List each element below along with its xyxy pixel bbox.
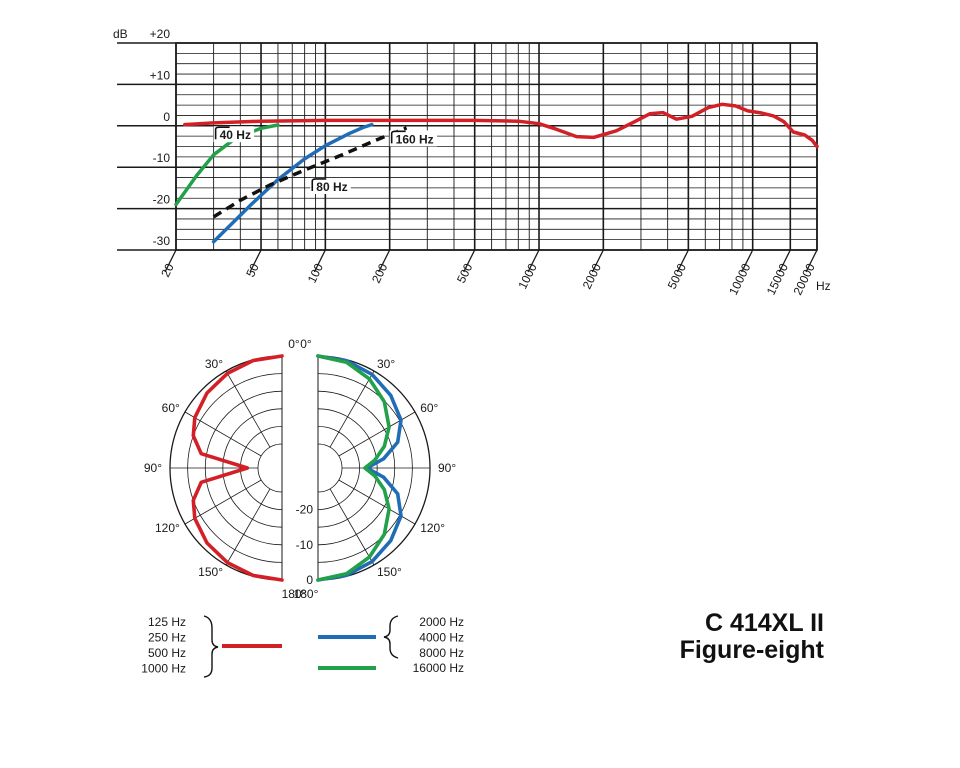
angle-label: 180°	[294, 587, 319, 601]
x-tick-label: 1000	[515, 261, 539, 291]
x-tick-label: 20000	[790, 261, 817, 297]
annotation-marker	[390, 130, 406, 144]
black-response-line	[212, 126, 408, 219]
legend-brace	[203, 615, 219, 678]
x-tick-mark	[463, 249, 476, 273]
frequency-response-chart: +20 +10 0 -10 -20 -30 dB 20 50 100 200 500 1000 2000 5…	[113, 27, 831, 297]
annotation-label: 40 Hz	[220, 128, 251, 142]
radial-label: 0	[306, 573, 313, 587]
x-tick-mark	[676, 249, 689, 273]
legend-label: 500 Hz	[148, 646, 186, 660]
blue-response-line	[211, 122, 374, 244]
legend-brace	[383, 615, 399, 659]
legend-label: 4000 Hz	[419, 631, 464, 645]
x-axis-label: Hz	[816, 279, 831, 293]
y-tick-label: +20	[150, 27, 171, 41]
polar-spoke	[329, 370, 375, 448]
angle-label: 120°	[420, 521, 445, 535]
y-tick-label: -30	[153, 234, 171, 248]
x-tick-mark	[313, 249, 326, 273]
angle-label: 150°	[198, 565, 223, 579]
angle-label: 180°	[282, 587, 307, 601]
y-tick-label: -20	[153, 193, 171, 207]
polar-spoke	[225, 488, 271, 566]
y-tick-label: 0	[163, 110, 170, 124]
x-tick-mark	[378, 249, 391, 273]
x-tick-mark	[591, 249, 604, 273]
angle-label: 30°	[377, 357, 395, 371]
annotation-bg	[389, 130, 438, 147]
angle-label: 60°	[420, 401, 438, 415]
angle-label: 0°	[288, 337, 300, 351]
polar-spoke	[184, 411, 262, 457]
legend-label: 8000 Hz	[419, 646, 464, 660]
annotation-bg	[310, 177, 351, 194]
polar-spoke	[184, 479, 262, 525]
x-tick-mark	[164, 249, 177, 273]
annotation-label: 80 Hz	[316, 180, 347, 194]
red-response-line	[183, 102, 819, 149]
x-tick-label: 20	[158, 261, 177, 279]
y-tick-label: +10	[150, 68, 171, 82]
legend-label: 250 Hz	[148, 631, 186, 645]
polar-spoke	[225, 370, 271, 448]
x-tick-label: 5000	[665, 261, 689, 291]
red-polar-curve	[191, 354, 284, 582]
annotation-label: 160 Hz	[396, 132, 434, 146]
annotation-marker	[311, 178, 327, 191]
x-tick-label: 2000	[580, 261, 604, 291]
radial-label: -20	[296, 503, 314, 517]
polar-spoke	[329, 488, 375, 566]
x-tick-label: 200	[369, 261, 391, 285]
y-axis-label: dB	[113, 27, 128, 41]
x-tick-mark	[778, 249, 791, 273]
y-tick-label: -10	[153, 151, 171, 165]
polar-ring	[257, 443, 283, 493]
angle-label: 90°	[144, 461, 162, 475]
angle-label: 30°	[205, 357, 223, 371]
pattern-name: Figure-eight	[679, 636, 824, 664]
x-tick-label: 15000	[764, 261, 791, 297]
x-tick-label: 500	[454, 261, 476, 285]
legend-label: 125 Hz	[148, 615, 186, 629]
x-tick-label: 10000	[726, 261, 753, 297]
x-tick-mark	[249, 249, 262, 273]
legend-label: 1000 Hz	[141, 662, 186, 676]
x-tick-mark	[527, 249, 540, 273]
green-response-line	[174, 123, 280, 207]
angle-label: 0°	[300, 337, 312, 351]
x-tick-label: 100	[305, 261, 327, 285]
x-tick-mark	[805, 249, 818, 273]
angle-label: 150°	[377, 565, 402, 579]
green-polar-curve	[316, 354, 391, 582]
radial-label: -10	[296, 538, 314, 552]
polar-ring	[317, 443, 343, 493]
model-info: C 414XL II Figure-eight	[680, 610, 824, 664]
legend-label: 16000 Hz	[413, 661, 464, 675]
angle-label: 90°	[438, 461, 456, 475]
annotation-bg	[213, 126, 255, 143]
polar-pattern-chart: 180° 150° 120° 90° 60° 30° 0° 180° 150° 120° 90° 60…	[144, 337, 457, 601]
x-tick-label: 50	[243, 261, 262, 279]
angle-label: 60°	[162, 401, 180, 415]
x-tick-mark	[741, 249, 754, 273]
model-name: C 414XL II	[704, 609, 824, 637]
angle-label: 120°	[155, 521, 180, 535]
legend-label: 2000 Hz	[419, 615, 464, 629]
annotation-marker	[214, 126, 230, 140]
